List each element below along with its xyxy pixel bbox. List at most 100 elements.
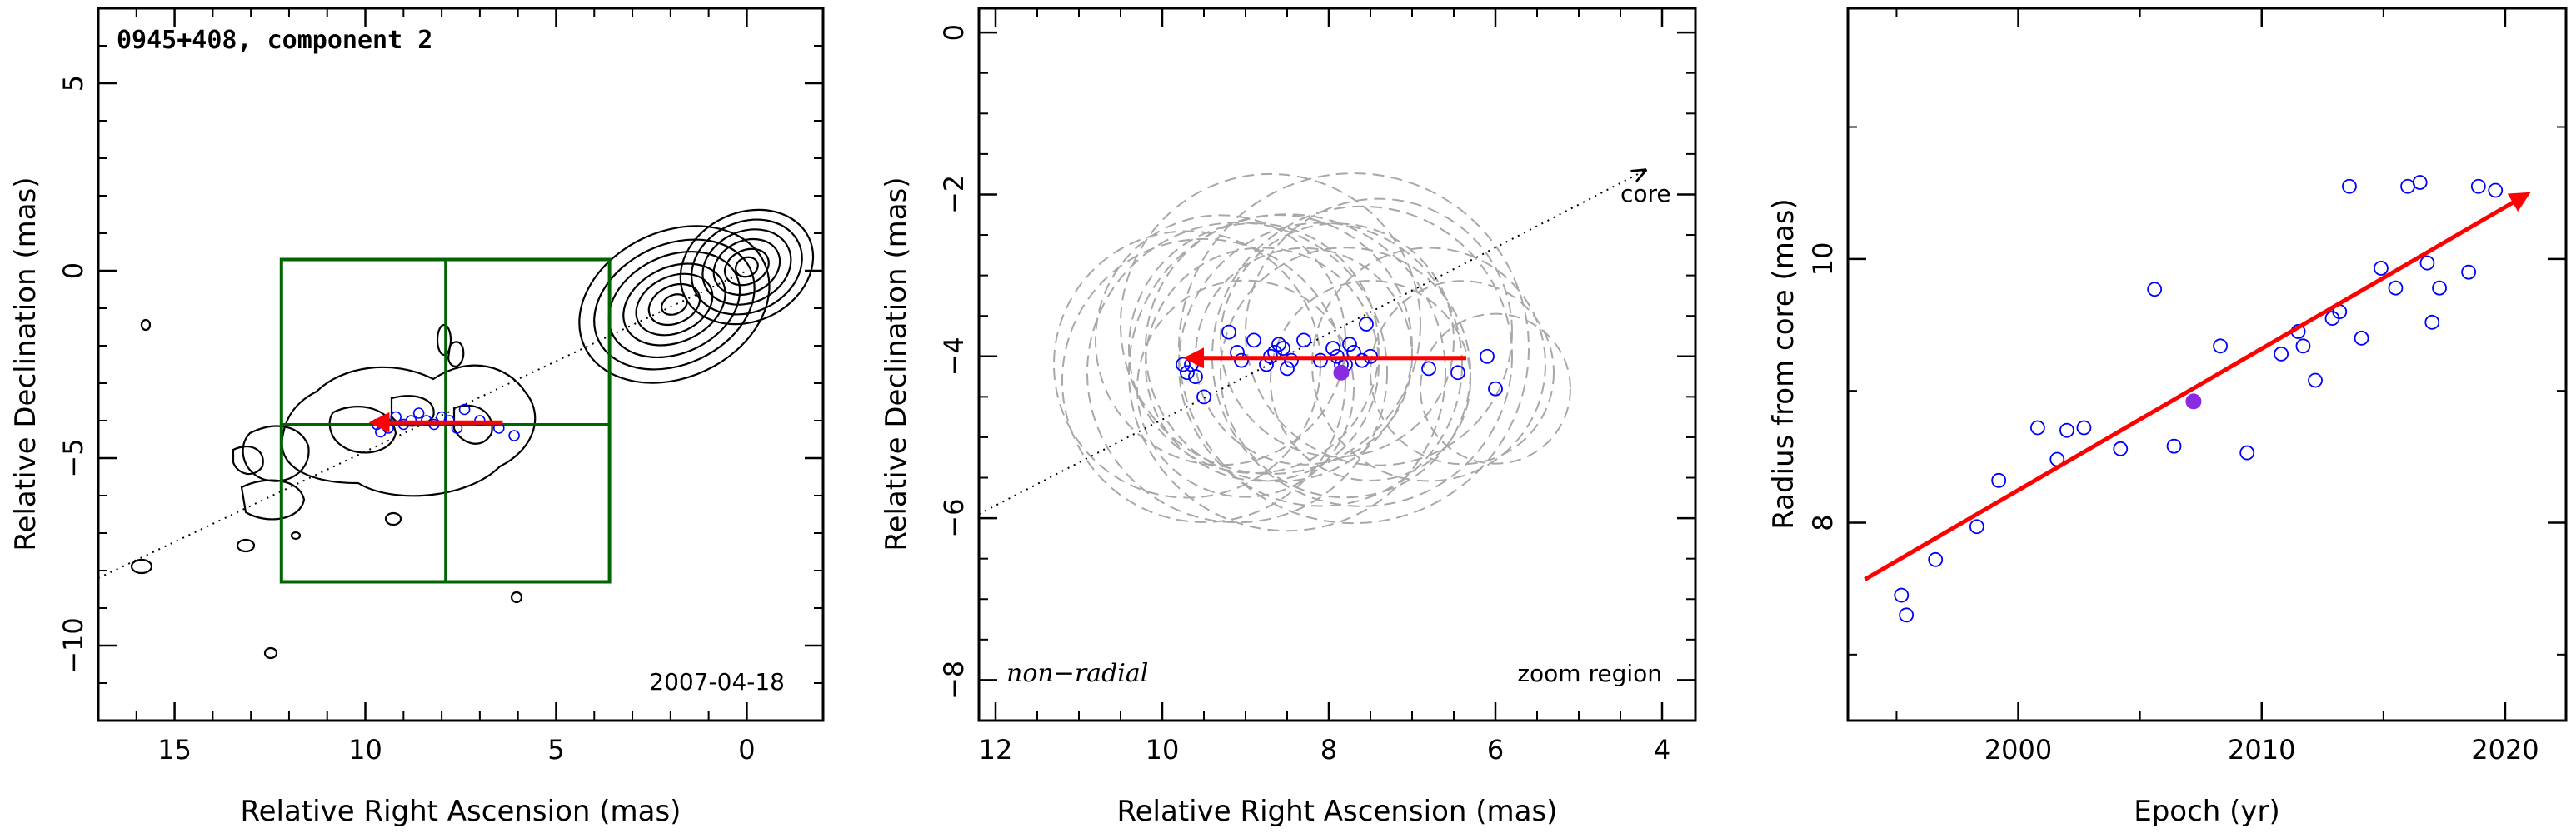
- panel-3-x-tick-label: 2000: [1984, 734, 2052, 766]
- epoch-point: [2274, 346, 2289, 362]
- panel-3-y-tick-label: 10: [1807, 242, 1839, 276]
- noise-contour: [140, 318, 152, 332]
- noise-contour: [384, 511, 402, 526]
- core-contour: [578, 225, 771, 384]
- jet-contour: [240, 479, 306, 521]
- panel-2-frame: [977, 7, 1697, 722]
- panel-1-contour-map: 15 10 5 0 5 0 −5 −10 0945+408, component 2 2007…: [9, 7, 825, 828]
- panel-3-x-label: Epoch (yr): [2134, 795, 2280, 828]
- core-contour: [622, 262, 726, 347]
- epoch-point: [2213, 338, 2228, 354]
- panel-1-x-tick-label: 0: [738, 734, 755, 766]
- component-point: [1271, 337, 1286, 352]
- core-direction-line: [979, 170, 1645, 516]
- noise-contour: [510, 591, 523, 604]
- epoch-point: [1928, 551, 1944, 567]
- jet-contour: [452, 404, 493, 445]
- component-size-circle: [1061, 237, 1346, 523]
- epoch-point: [2166, 438, 2182, 454]
- panel-2-y-tick-label: −2: [938, 175, 970, 214]
- component-point: [458, 403, 471, 416]
- panel-1-x-tick-label: 15: [157, 734, 192, 766]
- panel-1-y-tick-label: 5: [57, 75, 89, 92]
- jet-contour: [242, 425, 310, 482]
- core-contour: [647, 282, 701, 327]
- component-size-circle: [1220, 247, 1471, 499]
- epoch-point: [2470, 178, 2486, 194]
- panel-2-x-tick-label: 6: [1487, 734, 1504, 766]
- component-point: [1196, 389, 1211, 405]
- component-size-circle: [1128, 213, 1446, 532]
- component-point: [1342, 337, 1357, 352]
- component-size-circle: [1086, 222, 1388, 524]
- component-point: [1221, 324, 1236, 340]
- highlight-point: [1333, 364, 1350, 381]
- core-contour: [593, 238, 756, 371]
- zoom-region-label: zoom region: [1517, 660, 1662, 687]
- component-point: [1280, 361, 1295, 377]
- panel-2-y-label: Relative Declination (mas): [880, 177, 913, 551]
- panel-1-x-tick-label: 10: [348, 734, 382, 766]
- component-size-circle: [1178, 172, 1530, 525]
- panel-3-x-tick-label: 2020: [2471, 734, 2539, 766]
- component-point: [1188, 369, 1203, 384]
- epoch-point: [2432, 280, 2447, 296]
- component-size-circle: [1053, 230, 1321, 499]
- component-size-circle: [1370, 280, 1555, 466]
- component-point: [1325, 341, 1340, 356]
- component-point: [1296, 332, 1311, 348]
- component-point: [1450, 365, 1465, 381]
- core-contour: [679, 208, 815, 326]
- component-point: [412, 407, 425, 419]
- epoch-point: [2419, 255, 2435, 271]
- component-point: [1421, 361, 1436, 377]
- panel-2-x-tick-label: 4: [1654, 734, 1670, 766]
- epoch-point: [2488, 182, 2504, 198]
- epoch-point: [2424, 314, 2440, 330]
- panel-2-y-tick-label: −6: [938, 499, 970, 538]
- epoch-point: [2374, 261, 2389, 276]
- component-point: [1234, 352, 1249, 368]
- noise-contour: [130, 558, 153, 575]
- component-point: [508, 430, 520, 441]
- noise-contour: [236, 538, 256, 553]
- epoch-point: [1969, 519, 1984, 535]
- panel-2-y-tick-label: −4: [938, 337, 970, 376]
- panel-1-x-tick-label: 5: [547, 734, 564, 766]
- component-size-circle: [1145, 247, 1380, 482]
- component-size-circle: [1128, 222, 1380, 475]
- panel-3-x-tick-label: 2010: [2228, 734, 2295, 766]
- jet-contour: [232, 446, 264, 476]
- component-size-circle: [1270, 279, 1471, 481]
- component-size-circle: [1136, 279, 1355, 498]
- component-point: [1246, 332, 1261, 348]
- component-size-circle: [1120, 172, 1421, 475]
- component-point: [1276, 341, 1290, 356]
- epoch-point: [2412, 175, 2428, 190]
- panel-2-x-tick-label: 8: [1320, 734, 1337, 766]
- panel-1-y-tick-label: −10: [57, 617, 89, 674]
- panel-1-date: 2007-04-18: [649, 668, 785, 696]
- jet-contour: [281, 364, 537, 497]
- epoch-point: [2400, 178, 2415, 194]
- core-contour: [635, 272, 714, 337]
- epoch-point: [1899, 607, 1915, 623]
- core-label: core: [1620, 180, 1671, 207]
- component-size-circle: [1095, 214, 1346, 466]
- non-radial-label: non−radial: [1006, 659, 1148, 688]
- epoch-point: [2295, 338, 2311, 354]
- panel-2-zoom: 12 10 8 6 4 0 −2 −4 −6 −8 core non−radial zoom re…: [880, 7, 1697, 828]
- core-contour: [661, 293, 688, 316]
- epoch-point: [2059, 422, 2074, 438]
- component-point: [1313, 352, 1328, 368]
- component-point: [1284, 352, 1299, 368]
- noise-contour: [263, 646, 278, 660]
- panel-3-y-tick-label: 8: [1807, 514, 1839, 531]
- panel-2-y-tick-label: −8: [938, 661, 970, 700]
- epoch-point: [2147, 282, 2163, 297]
- panel-2-x-tick-label: 10: [1146, 734, 1180, 766]
- trend-arrow: [1864, 192, 2531, 581]
- epoch-point: [2308, 372, 2323, 388]
- panel-2-y-tick-label: 0: [938, 24, 970, 41]
